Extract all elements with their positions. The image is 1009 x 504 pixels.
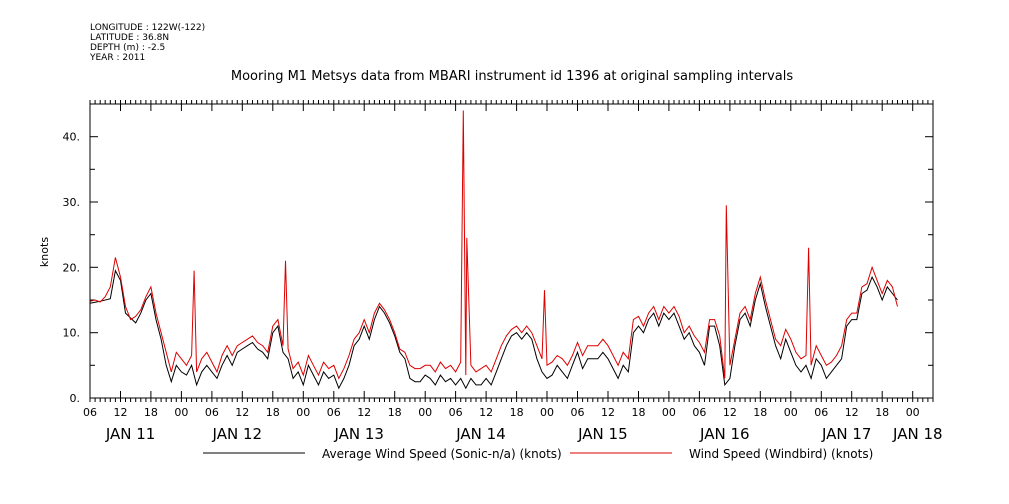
x-tick-label: 00 bbox=[418, 406, 432, 419]
x-date-label: JAN 18 bbox=[892, 425, 943, 443]
x-tick-label: 18 bbox=[753, 406, 767, 419]
x-tick-label: 18 bbox=[510, 406, 524, 419]
x-date-label: JAN 11 bbox=[105, 425, 156, 443]
x-tick-label: 00 bbox=[906, 406, 920, 419]
series-line-windbird bbox=[89, 110, 898, 380]
x-tick-label: 12 bbox=[235, 406, 249, 419]
data-lines bbox=[89, 110, 898, 390]
x-tick-label: 06 bbox=[83, 406, 97, 419]
x-tick-label: 12 bbox=[114, 406, 128, 419]
x-tick-label: 06 bbox=[205, 406, 219, 419]
header-line: YEAR : 2011 bbox=[89, 53, 145, 63]
x-tick-label: 12 bbox=[479, 406, 493, 419]
x-tick-label: 06 bbox=[449, 406, 463, 419]
x-tick-label: 00 bbox=[174, 406, 188, 419]
x-tick-label: 06 bbox=[571, 406, 585, 419]
x-tick-label: 00 bbox=[296, 406, 310, 419]
x-tick-label: 18 bbox=[144, 406, 158, 419]
x-tick-label: 12 bbox=[357, 406, 371, 419]
axis-labels: 06 12 18 00 06 12 18 00 06 12 18 00 06 12 18 00 06 12 18 00… bbox=[63, 131, 943, 443]
x-date-label: JAN 16 bbox=[699, 425, 750, 443]
x-date-label: JAN 15 bbox=[577, 425, 628, 443]
y-tick-label: 0. bbox=[70, 392, 81, 405]
y-tick-label: 40. bbox=[63, 131, 81, 144]
legend-label-average: Average Wind Speed (Sonic-n/a) (knots) bbox=[322, 447, 562, 461]
chart-title: Mooring M1 Metsys data from MBARI instru… bbox=[231, 69, 793, 84]
x-tick-label: 06 bbox=[814, 406, 828, 419]
x-tick-label: 18 bbox=[632, 406, 646, 419]
x-tick-label: 06 bbox=[692, 406, 706, 419]
x-date-label: JAN 13 bbox=[333, 425, 384, 443]
x-tick-label: 18 bbox=[388, 406, 402, 419]
x-tick-label: 12 bbox=[845, 406, 859, 419]
x-date-label: JAN 14 bbox=[455, 425, 506, 443]
y-axis-label: knots bbox=[38, 237, 51, 267]
plot-frame bbox=[89, 103, 934, 399]
header-line: LATITUDE : 36.8N bbox=[90, 33, 169, 43]
x-tick-label: 00 bbox=[784, 406, 798, 419]
x-tick-label: 00 bbox=[662, 406, 676, 419]
x-tick-label: 12 bbox=[723, 406, 737, 419]
x-tick-label: 00 bbox=[540, 406, 554, 419]
y-tick-label: 10. bbox=[63, 327, 81, 340]
series-line-average bbox=[89, 269, 898, 390]
x-tick-label: 18 bbox=[875, 406, 889, 419]
x-tick-label: 12 bbox=[601, 406, 615, 419]
x-date-label: JAN 12 bbox=[212, 425, 263, 443]
header-line: DEPTH (m) : -2.5 bbox=[90, 43, 165, 53]
legend: Average Wind Speed (Sonic-n/a) (knots) W… bbox=[203, 447, 873, 461]
legend-label-windbird: Wind Speed (Windbird) (knots) bbox=[689, 447, 873, 461]
x-tick-label: 06 bbox=[327, 406, 341, 419]
x-tick-label: 18 bbox=[266, 406, 280, 419]
x-date-label: JAN 17 bbox=[821, 425, 872, 443]
y-tick-label: 20. bbox=[63, 261, 81, 274]
y-tick-label: 30. bbox=[63, 196, 81, 209]
header-line: LONGITUDE : 122W(-122) bbox=[90, 23, 205, 33]
axis-ticks bbox=[89, 100, 934, 402]
metadata-header: LONGITUDE : 122W(-122) LATITUDE : 36.8N … bbox=[89, 23, 205, 63]
